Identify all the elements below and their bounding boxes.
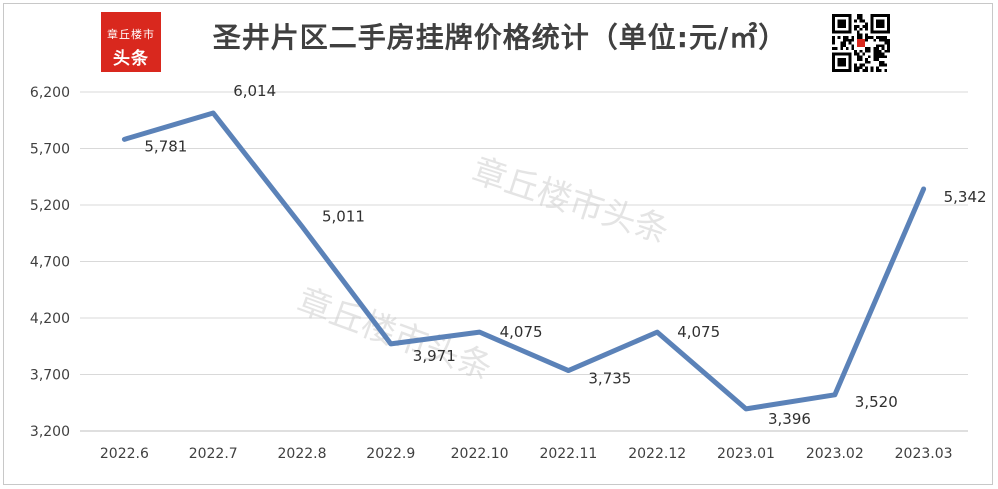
brand-logo: 章丘楼市 头条: [101, 12, 161, 72]
y-tick-label: 3,200: [30, 424, 70, 440]
x-tick-label: 2023.02: [806, 446, 864, 462]
x-tick-label: 2022.11: [539, 446, 597, 462]
x-tick-label: 2022.9: [366, 446, 415, 462]
series-layer: [121, 110, 927, 412]
watermark-text: 章丘楼市头条: [467, 151, 673, 252]
data-label: 4,075: [677, 323, 720, 341]
x-tick-label: 2022.7: [189, 446, 238, 462]
x-tick-label: 2022.6: [100, 446, 149, 462]
grid-layer: [80, 91, 968, 432]
chart-frame: [3, 3, 993, 485]
data-label: 3,520: [855, 393, 898, 411]
data-label: 6,014: [233, 82, 276, 100]
y-tick-label: 5,700: [30, 142, 70, 158]
x-tick-label: 2022.10: [451, 446, 509, 462]
y-tick-label: 6,200: [30, 85, 70, 101]
series-line: [121, 110, 927, 412]
logo-line-1: 章丘楼市: [107, 28, 155, 41]
x-tick-label: 2023.03: [895, 446, 953, 462]
data-label: 5,011: [322, 207, 365, 225]
data-label: 3,396: [768, 410, 811, 428]
y-tick-label: 5,200: [30, 198, 70, 214]
x-tick-label: 2023.01: [717, 446, 775, 462]
data-label-layer: 5,781 6,014 5,011 3,971 4,075 3,735 4,075 3,396…: [144, 82, 986, 428]
data-label: 3,971: [413, 347, 456, 365]
y-tick-label: 3,700: [30, 368, 70, 384]
chart-title: 圣井片区二手房挂牌价格统计（单位:元/㎡）: [212, 21, 788, 54]
data-label: 5,781: [144, 137, 187, 155]
x-tick-label: 2022.8: [278, 446, 327, 462]
data-label: 3,735: [588, 370, 631, 388]
logo-line-2: 头条: [113, 49, 149, 69]
data-label: 5,342: [944, 188, 987, 206]
data-label: 4,075: [500, 323, 543, 341]
y-tick-label: 4,700: [30, 255, 70, 271]
y-tick-label: 4,200: [30, 311, 70, 327]
axis-layer: 3,200 3,700 4,200 4,700 5,200 5,700 6,200 2022.…: [30, 85, 953, 462]
qr-code-icon: [832, 14, 890, 72]
x-tick-label: 2022.12: [628, 446, 686, 462]
